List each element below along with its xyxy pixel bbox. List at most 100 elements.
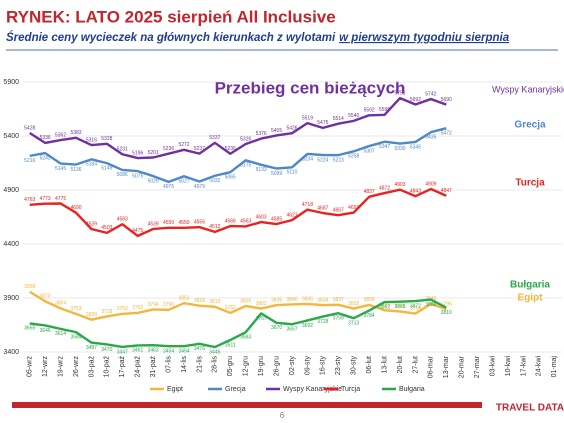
data-label: 5336 [40,135,51,141]
data-label: 5337 [209,135,220,141]
data-label: 3862 [379,304,390,310]
y-tick-label: 5900 [3,79,19,86]
legend-label: Egipt [167,386,183,393]
series-end-label: Bułgaria [510,280,550,291]
data-label: 4775 [55,196,66,202]
data-label: 5540 [348,113,359,119]
data-label: 5345 [410,144,421,150]
x-tick-label: 03-kwi [489,356,496,377]
data-label: 3840 [286,297,297,303]
data-label: 5236 [225,146,236,152]
data-label: 5376 [256,131,267,137]
data-label: 4843 [410,188,421,194]
legend-label: Turcja [341,386,360,393]
data-label: 4539 [86,221,97,227]
data-label: 3670 [271,325,282,331]
y-tick-label: 4400 [3,241,19,248]
data-label: 5435 [425,135,436,141]
data-label: 5065 [225,175,236,181]
data-label: 4690 [70,205,81,211]
x-tick-label: 07-lis [165,356,172,373]
data-label: 4691 [348,205,359,211]
x-tick-label: 17-paź [119,356,126,378]
series-line [29,127,447,184]
x-tick-label: 24-paź [135,356,142,378]
data-label: 4550 [163,220,174,226]
y-tick-label: 4900 [3,187,19,194]
data-label: 5184 [86,162,97,168]
data-label: 5596 [379,107,390,113]
data-label: 3810 [441,310,452,316]
x-tick-label: 10-paź [104,356,111,378]
data-label: 5514 [333,116,344,122]
x-tick-label: 01-maj [551,356,558,378]
data-label: 5110 [287,170,298,176]
data-label: 3728 [317,319,328,325]
x-tick-label: 16-sty [320,356,327,376]
x-tick-label: 28-lis [212,356,219,373]
data-label: 5086 [117,172,128,178]
data-label: 3759 [333,316,344,322]
data-label: 5316 [86,137,97,143]
data-label: 5428 [24,125,35,131]
x-tick-label: 20-lut [397,356,404,374]
data-label: 4583 [117,217,128,223]
data-label: 3852 [178,296,189,302]
data-label: 3834 [317,297,328,303]
data-label: 4563 [240,219,251,225]
series-end-label: Grecja [514,120,546,131]
data-label: 3796 [441,302,452,308]
data-label: 3866 [394,304,405,310]
data-label: 5690 [441,97,452,103]
data-label: 4979 [194,184,205,190]
data-label: 5075 [132,173,143,179]
data-label: 3461 [132,348,143,354]
data-label: 5751 [394,90,405,96]
x-tick-label: 24-kwi [536,356,543,377]
data-label: 4621 [286,212,297,218]
x-tick-label: 20-mar [459,355,466,378]
data-label: 3776 [394,304,405,310]
data-label: 3802 [348,301,359,307]
series-end-label: Wyspy Kanaryjskie [492,84,564,94]
data-label: 3454 [163,348,174,354]
data-label: 5383 [70,130,81,136]
data-label: 5136 [70,167,81,173]
data-label: 5231 [117,147,128,153]
data-label: 3584 [70,334,81,340]
data-label: 4763 [24,197,35,203]
data-label: 3753 [117,306,128,312]
data-label: 3665 [24,326,35,332]
data-label: 3837 [333,297,344,303]
data-label: 3958 [24,284,35,290]
data-label: 5201 [148,150,159,156]
data-label: 5032 [209,178,220,184]
data-label: 5330 [394,146,405,152]
x-tick-label: 27-lut [412,356,419,374]
x-tick-label: 06-mar [428,355,435,378]
series-end-label: Egipt [518,293,544,304]
data-label: 5592 [364,108,375,114]
x-tick-label: 13-mar [443,355,450,378]
data-label: 4503 [101,225,112,231]
data-label: 5027 [178,179,189,185]
data-label: 3446 [209,349,220,355]
data-label: 3646 [40,328,51,334]
x-tick-label: 13-lut [381,356,388,374]
data-label: 3836 [364,297,375,303]
data-label: 3757 [256,316,267,322]
data-label: 3829 [194,298,205,304]
data-label: 3762 [225,305,236,311]
data-label: 3511 [225,342,236,348]
data-label: 3804 [55,301,66,307]
data-label: 3447 [117,349,128,355]
x-tick-label: 26-wrz [73,356,80,378]
data-label: 4667 [333,207,344,213]
x-tick-label: 06-lut [366,356,373,374]
data-label: 3794 [148,302,159,308]
data-label: 4837 [364,189,375,195]
data-label: 3470 [101,347,112,353]
data-label: 5519 [302,115,313,121]
data-label: 4975 [163,184,174,190]
x-tick-label: 10-kwi [505,356,512,377]
